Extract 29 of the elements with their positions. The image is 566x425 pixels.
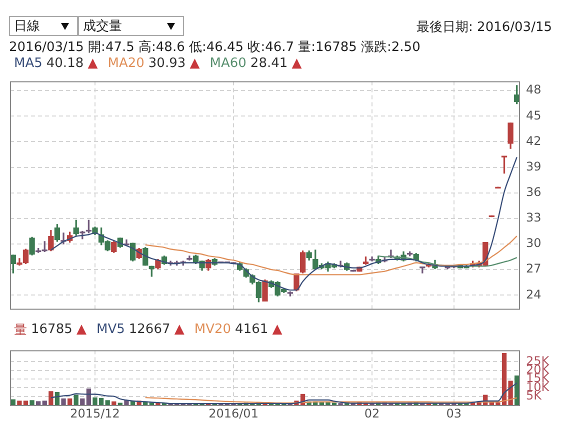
- y-tick-label: 30: [526, 236, 542, 250]
- text: MV20: [194, 322, 232, 337]
- x-tick-label: 03: [446, 406, 462, 420]
- x-tick-label: 2015/12: [70, 406, 120, 420]
- text: 16785 ▲: [31, 322, 86, 337]
- y-tick-label: 36: [526, 184, 542, 199]
- text: MA60: [210, 56, 246, 71]
- y-tick-label: 45: [526, 108, 542, 122]
- y-tick-label: 27: [526, 262, 542, 276]
- text: MA20: [108, 56, 144, 71]
- text: 4161 ▲: [235, 322, 282, 337]
- y-tick-label: 39: [526, 159, 542, 174]
- text: 12667 ▲: [128, 322, 184, 337]
- text: 40.18 ▲: [46, 56, 98, 71]
- text: 30.93 ▲: [148, 56, 200, 71]
- x-tick-label: 2016/01: [208, 406, 258, 420]
- dropdown: 日線: [9, 16, 78, 36]
- text: 28.41 ▲: [250, 56, 302, 71]
- text: MA5: [14, 56, 42, 71]
- y-tick-label: 48: [526, 82, 542, 97]
- y-tick-label: 24: [526, 287, 542, 302]
- y-tick-label: 33: [526, 210, 542, 225]
- x-tick-label: 02: [364, 406, 380, 420]
- text: MV5: [96, 322, 125, 337]
- dropdown: 成交量: [78, 16, 184, 36]
- text: 量: [14, 322, 27, 338]
- text: 2016/03/15 開:47.5 高:48.6 低:46.45 收:46.7 量:16785 漲跌:2.50: [9, 39, 420, 56]
- text: 最後日期: 2016/03/15: [416, 19, 552, 36]
- y-tick-label: 42: [526, 134, 542, 148]
